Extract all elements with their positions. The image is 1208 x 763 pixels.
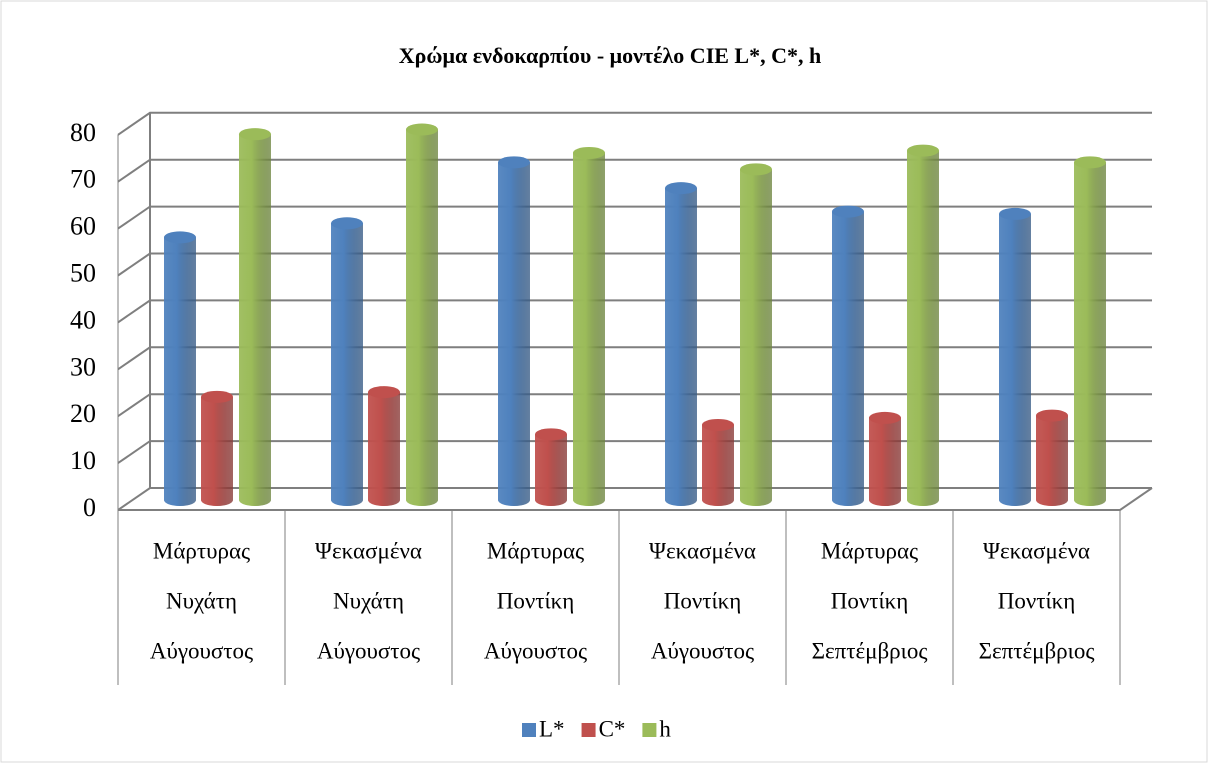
- x-tick-label: Αύγουστος: [317, 638, 420, 663]
- x-tick-label: Μάρτυρας: [153, 538, 250, 563]
- chart-title: Χρώμα ενδοκαρπίου - μοντέλο CIE L*, C*, …: [399, 43, 821, 68]
- bar-top: [164, 231, 196, 244]
- bar-top: [573, 146, 605, 159]
- bar-shade: [164, 237, 196, 507]
- x-tick-label: Αύγουστος: [484, 638, 587, 663]
- bar-top: [702, 418, 734, 431]
- bar-top: [740, 163, 772, 176]
- x-tick-label: Ψεκασμένα: [315, 538, 422, 563]
- bar-shade: [702, 424, 734, 506]
- bar: [406, 123, 438, 507]
- x-tick-label: Σεπτέμβριος: [979, 638, 1095, 663]
- legend-label: L*: [539, 716, 565, 741]
- bar-top: [999, 207, 1031, 220]
- bar: [368, 386, 400, 506]
- x-tick-label: Αύγουστος: [150, 638, 253, 663]
- x-tick-label: Νυχάτη: [166, 588, 237, 613]
- bar-shade: [201, 396, 233, 506]
- y-tick-label: 50: [70, 258, 96, 287]
- x-tick-label: Νυχάτη: [333, 588, 404, 613]
- bar-shade: [498, 162, 530, 506]
- legend-label: h: [659, 716, 671, 741]
- legend-swatch: [581, 723, 596, 737]
- bar-shade: [239, 134, 271, 506]
- bar-shade: [999, 213, 1031, 506]
- bar-shade: [907, 150, 939, 506]
- bar-top: [832, 205, 864, 218]
- bar: [832, 205, 864, 506]
- x-tick-label: Αύγουστος: [651, 638, 754, 663]
- x-tick-label: Ποντίκη: [998, 588, 1076, 613]
- bar-shade: [832, 211, 864, 506]
- bar: [498, 156, 530, 506]
- bar-top: [331, 217, 363, 230]
- bar-shade: [1036, 415, 1068, 506]
- bar-shade: [1074, 162, 1106, 506]
- bar-shade: [869, 417, 901, 506]
- x-tick-label: Ψεκασμένα: [649, 538, 756, 563]
- x-tick-label: Ψεκασμένα: [983, 538, 1090, 563]
- bar-top: [869, 411, 901, 424]
- x-tick-label: Μάρτυρας: [487, 538, 584, 563]
- x-tick-label: Ποντίκη: [664, 588, 742, 613]
- legend-swatch: [642, 723, 657, 737]
- bar-top: [1036, 409, 1068, 422]
- bar-top: [907, 144, 939, 157]
- bar-shade: [740, 169, 772, 507]
- bar-shade: [573, 152, 605, 506]
- bar: [535, 428, 567, 506]
- bar: [164, 231, 196, 507]
- legend-swatch: [522, 723, 536, 737]
- bar: [665, 182, 697, 507]
- bar-top: [201, 390, 233, 403]
- y-tick-label: 80: [70, 118, 96, 147]
- y-tick-label: 30: [70, 352, 96, 381]
- floor-edge: [1119, 487, 1153, 511]
- bar: [869, 411, 901, 506]
- y-tick-label: 10: [70, 446, 96, 475]
- bar: [573, 146, 605, 506]
- legend-label: C*: [599, 716, 626, 741]
- bar: [239, 128, 271, 506]
- bar-top: [665, 182, 697, 195]
- bar-top: [368, 386, 400, 399]
- bar-shade: [331, 223, 363, 507]
- x-tick-label: Ποντίκη: [497, 588, 575, 613]
- bar: [999, 207, 1031, 506]
- x-tick-label: Ποντίκη: [831, 588, 909, 613]
- bar-top: [406, 123, 438, 136]
- bar-shade: [665, 188, 697, 507]
- bar-shade: [406, 129, 438, 507]
- bar: [331, 217, 363, 507]
- x-tick-label: Σεπτέμβριος: [812, 638, 928, 663]
- bar-top: [535, 428, 567, 441]
- bar: [201, 390, 233, 506]
- y-tick-label: 60: [70, 212, 96, 241]
- bar: [1036, 409, 1068, 506]
- bar-shade: [368, 392, 400, 506]
- bar: [1074, 156, 1106, 506]
- x-tick-label: Μάρτυρας: [821, 538, 918, 563]
- y-tick-label: 0: [83, 493, 96, 522]
- bar-top: [1074, 156, 1106, 169]
- bar: [740, 163, 772, 507]
- y-tick-label: 70: [70, 165, 96, 194]
- bar-top: [239, 128, 271, 141]
- bar-top: [498, 156, 530, 169]
- bar: [907, 144, 939, 506]
- y-tick-label: 40: [70, 305, 96, 334]
- bar-shade: [535, 434, 567, 506]
- y-tick-label: 20: [70, 399, 96, 428]
- bar: [702, 418, 734, 506]
